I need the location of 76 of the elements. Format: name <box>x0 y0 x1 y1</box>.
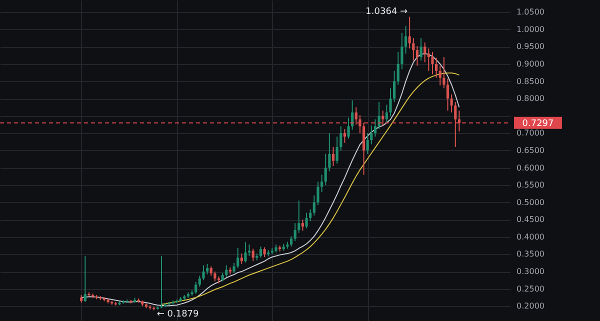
y-tick-label: 0.2500 <box>516 284 544 294</box>
y-tick-label: 0.7000 <box>516 128 544 138</box>
y-tick-label: 0.5500 <box>516 180 544 190</box>
candlestick <box>214 271 216 282</box>
y-tick-label: 0.8500 <box>516 76 544 86</box>
candlestick <box>336 136 338 164</box>
candlestick <box>378 102 380 130</box>
candlestick <box>290 236 293 248</box>
candlestick <box>240 253 243 264</box>
candlestick <box>309 208 312 222</box>
candlestick <box>427 48 430 72</box>
y-tick-label: 0.6000 <box>516 163 544 172</box>
candlestick <box>385 104 388 124</box>
candlestick <box>225 264 228 278</box>
candlestick <box>301 219 304 232</box>
candlestick <box>206 263 209 275</box>
candlestick <box>396 51 400 86</box>
candlestick <box>298 200 300 234</box>
y-tick-label: 0.3000 <box>516 267 544 276</box>
y-tick-label: 0.4500 <box>516 215 544 224</box>
candlestick <box>259 246 262 258</box>
candlestick <box>420 38 422 62</box>
candlestick <box>435 57 438 78</box>
candlestick <box>412 38 415 62</box>
candlestick <box>424 42 426 63</box>
candlestick <box>400 32 404 70</box>
candlestick <box>332 146 335 167</box>
candlestick <box>198 275 201 288</box>
y-tick-label: 1.0500 <box>516 8 544 17</box>
candlestick <box>370 125 373 145</box>
candlestick <box>351 100 354 130</box>
candlestick <box>244 242 247 264</box>
y-tick-label: 0.4000 <box>516 232 544 242</box>
y-tick-label: 0.6500 <box>516 146 544 155</box>
ref-line-label: 0.7297 <box>522 118 554 129</box>
y-tick-label: 0.5000 <box>516 198 544 207</box>
candlestick <box>320 174 324 192</box>
candlestick <box>316 181 320 206</box>
candlestick <box>450 94 453 113</box>
candlestick <box>328 132 331 172</box>
annotation: ← 0.1879 <box>156 309 200 320</box>
candlestick <box>366 132 369 154</box>
candlestick <box>416 46 419 66</box>
candlestick <box>312 194 316 216</box>
candlestick <box>263 246 266 258</box>
candlestick <box>305 212 308 229</box>
candlestick <box>202 264 205 281</box>
candlestick <box>431 51 434 75</box>
candlestick <box>347 117 350 140</box>
y-tick-label: 0.2000 <box>516 302 544 311</box>
candlestick <box>232 262 236 274</box>
candlestick <box>442 56 446 89</box>
candlestick <box>324 153 327 186</box>
candlestick <box>210 266 212 276</box>
candlestick <box>374 118 377 138</box>
y-tick-label: 0.3500 <box>516 250 544 259</box>
candlestick <box>438 65 442 86</box>
candlestick <box>389 88 392 116</box>
candlestick <box>194 281 198 294</box>
line-series <box>160 72 460 305</box>
candlestick <box>343 128 346 144</box>
candlestick <box>252 248 254 262</box>
candlestick <box>408 16 411 49</box>
candlestick <box>160 255 163 309</box>
candlestick <box>446 78 450 112</box>
y-tick-label: 0.9500 <box>516 42 544 52</box>
candlestick <box>236 248 240 269</box>
y-tick-label: 1.0000 <box>516 24 544 34</box>
candlestick <box>404 25 408 54</box>
candlestick <box>84 255 86 302</box>
candlestick <box>393 70 396 103</box>
y-tick-label: 0.8000 <box>516 94 544 104</box>
candlestick <box>294 222 296 242</box>
y-tick-label: 0.9000 <box>516 59 544 68</box>
candlestick <box>340 126 342 151</box>
annotation: 1.0364 → <box>366 6 408 17</box>
